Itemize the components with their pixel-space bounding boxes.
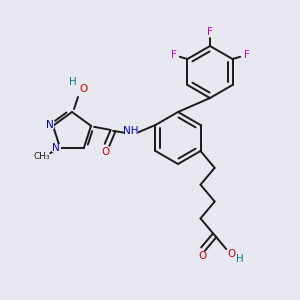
Text: O: O — [227, 249, 236, 259]
Bar — [52, 144, 61, 152]
Text: NH: NH — [123, 126, 139, 136]
Bar — [35, 152, 49, 160]
Text: O: O — [198, 251, 206, 261]
Text: H: H — [69, 77, 77, 87]
Bar — [169, 51, 178, 59]
Text: O: O — [79, 84, 87, 94]
Bar — [79, 85, 88, 93]
Bar — [124, 126, 137, 135]
Bar — [198, 252, 207, 260]
Bar — [100, 148, 109, 156]
Bar — [236, 255, 244, 263]
Text: F: F — [244, 50, 250, 60]
Bar — [242, 51, 251, 59]
Text: H: H — [236, 254, 244, 264]
Text: O: O — [101, 147, 109, 157]
Text: CH₃: CH₃ — [34, 152, 51, 161]
Bar — [206, 28, 214, 36]
Bar — [46, 121, 55, 129]
Text: F: F — [207, 27, 213, 37]
Bar — [227, 250, 236, 258]
Bar — [69, 78, 77, 86]
Text: F: F — [170, 50, 176, 60]
Text: N: N — [46, 120, 54, 130]
Text: N: N — [52, 143, 60, 153]
